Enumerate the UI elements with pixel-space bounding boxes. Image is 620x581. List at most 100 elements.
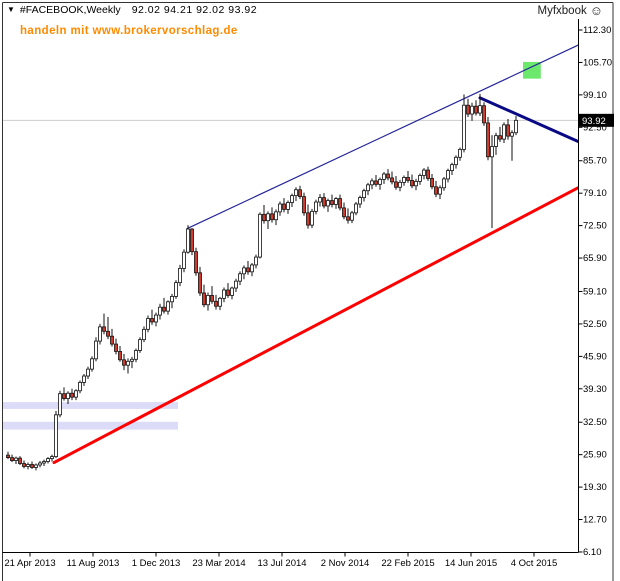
trendlines[interactable] (3, 43, 582, 465)
bull-candle (422, 169, 426, 176)
bear-candle (198, 272, 202, 294)
bull-candle (218, 297, 222, 307)
chevron-down-icon[interactable]: ▼ (7, 5, 15, 14)
bull-candle (470, 105, 474, 115)
ohlc-values: 92.02 94.21 92.02 93.92 (131, 4, 258, 16)
bull-candle (450, 164, 454, 171)
bull-candle (242, 267, 246, 275)
price-tick-label: 19.30 (583, 482, 607, 493)
bear-candle (246, 267, 250, 273)
bull-candle (402, 177, 406, 183)
bear-candle (106, 330, 110, 337)
bull-candle (94, 340, 98, 360)
bear-candle (394, 181, 398, 188)
bull-candle (66, 392, 70, 400)
bear-candle (202, 292, 206, 306)
time-axis[interactable]: 21 Apr 2013 11 Aug 2013 1 Dec 2013 23 Mar 2… (4, 552, 557, 570)
bull-candle (222, 289, 226, 299)
bull-candle (266, 213, 270, 222)
bull-candle (98, 326, 102, 342)
price-tick-label: 65.90 (583, 253, 607, 264)
bear-candle (390, 177, 394, 183)
bull-candle (366, 184, 370, 192)
bull-candle (234, 280, 238, 289)
bear-candle (214, 300, 218, 307)
bear-candle (114, 343, 118, 352)
bull-candle (286, 202, 290, 210)
bull-candle (362, 190, 366, 199)
bull-candle (146, 318, 150, 330)
bull-candle (78, 382, 82, 392)
bull-candle (170, 295, 174, 303)
price-tick-label: 105.70 (583, 57, 612, 68)
target-box (523, 61, 541, 79)
price-tick-label: 99.10 (583, 90, 607, 101)
bull-candle (274, 211, 278, 221)
bull-candle (514, 119, 518, 134)
bull-candle (350, 212, 354, 221)
broker-ad-link[interactable]: handeln mit www.brokervorschlag.de (20, 25, 238, 37)
bull-candle (258, 213, 262, 258)
watermark-label: Myfxbook (537, 4, 587, 17)
bear-candle (338, 198, 342, 209)
bear-candle (342, 207, 346, 218)
bear-candle (102, 326, 106, 332)
bear-candle (10, 457, 14, 461)
current-price-label: 93.92 (582, 116, 606, 127)
bear-candle (434, 186, 438, 195)
symbol-header: ▼ #FACEBOOK,Weekly 92.02 94.21 92.02 93.… (7, 4, 257, 16)
bear-candle (466, 104, 470, 115)
bull-candle (454, 156, 458, 166)
bear-candle (426, 169, 430, 179)
bear-candle (506, 124, 510, 137)
bull-candle (462, 104, 466, 150)
price-tick-label: 32.50 (583, 417, 607, 428)
time-tick-label: 2 Nov 2014 (321, 558, 370, 569)
bear-candle (110, 335, 114, 345)
bull-candle (458, 149, 462, 158)
price-tick-label: 72.50 (583, 221, 607, 232)
time-tick-label: 11 Aug 2013 (67, 558, 120, 569)
bull-candle (174, 282, 178, 297)
support-trendline (52, 185, 579, 465)
time-tick-label: 22 Feb 2015 (381, 558, 434, 569)
bull-candle (318, 197, 322, 203)
time-tick-label: 13 Jul 2014 (257, 558, 306, 569)
time-tick-label: 14 Jun 2015 (445, 558, 497, 569)
bull-candle (494, 135, 498, 147)
bear-candle (306, 212, 310, 226)
bear-candle (194, 251, 198, 274)
price-tick-label: 59.10 (583, 286, 607, 297)
bull-candle (254, 256, 258, 266)
bear-candle (346, 216, 350, 221)
bull-candle (398, 181, 402, 188)
time-tick-label: 21 Apr 2013 (4, 558, 55, 569)
bull-candle (490, 146, 494, 158)
bear-candle (262, 213, 266, 222)
price-tick-label: 12.70 (583, 515, 607, 526)
bear-candle (150, 318, 154, 323)
bull-candle (382, 173, 386, 180)
bear-candle (162, 306, 166, 312)
time-tick-label: 1 Dec 2013 (132, 558, 181, 569)
bear-candle (270, 213, 274, 221)
bear-candle (190, 228, 194, 253)
bear-candle (302, 196, 306, 214)
bull-candle (238, 273, 242, 282)
bull-candle (74, 390, 78, 398)
price-tick-label: 112.30 (583, 25, 611, 36)
bull-candle (438, 187, 442, 195)
support-zone (3, 421, 178, 430)
bull-candle (14, 457, 18, 461)
smiley-icon: ☺ (589, 3, 603, 18)
bear-candle (482, 105, 486, 124)
bull-candle (278, 203, 282, 213)
bull-candle (26, 464, 30, 467)
ascending-channel-line (186, 44, 579, 230)
bear-candle (282, 203, 286, 210)
price-axis[interactable]: 112.30 105.70 99.10 92.50 85.70 79.10 72.50 65.… (578, 25, 615, 558)
bear-candle (410, 179, 414, 187)
